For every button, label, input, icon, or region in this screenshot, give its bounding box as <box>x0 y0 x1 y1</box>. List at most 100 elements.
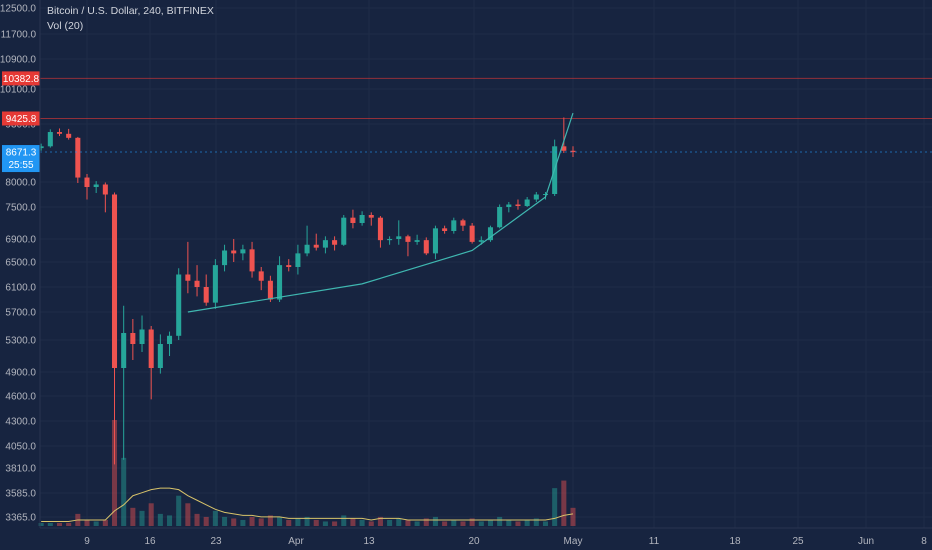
candle-body[interactable] <box>460 220 466 226</box>
parabolic-curve-drawing[interactable] <box>187 112 574 313</box>
volume-bar <box>322 521 328 526</box>
volume-bar <box>121 457 127 526</box>
candle-body[interactable] <box>542 194 549 195</box>
candle-body[interactable] <box>469 225 475 242</box>
volume-bar <box>442 521 448 526</box>
candle-body[interactable] <box>93 184 99 188</box>
candle-body[interactable] <box>47 132 53 147</box>
price-level-badge-label: 10382.8 <box>3 74 40 85</box>
candle-body[interactable] <box>350 217 356 223</box>
candle-body[interactable] <box>66 133 72 138</box>
volume-bar <box>552 488 558 526</box>
volume-bar <box>277 516 283 526</box>
volume-bar <box>506 519 512 526</box>
candle-body[interactable] <box>405 236 411 242</box>
volume-bar <box>66 522 72 526</box>
y-axis-tick-label: 6100.0 <box>5 283 36 294</box>
candle-body[interactable] <box>359 215 365 223</box>
candle-body[interactable] <box>167 335 173 344</box>
y-axis-tick-label: 3810.0 <box>5 464 36 475</box>
candle-body[interactable] <box>130 333 136 344</box>
candle-body[interactable] <box>487 227 493 241</box>
candle-body[interactable] <box>203 287 209 303</box>
y-axis-tick-label: 3365.0 <box>5 513 36 524</box>
candle-body[interactable] <box>313 244 319 248</box>
candle-body[interactable] <box>478 240 484 242</box>
candle-body[interactable] <box>304 244 310 254</box>
volume-bar <box>167 515 173 526</box>
volume-bar <box>313 519 319 526</box>
candle-body[interactable] <box>222 250 228 266</box>
candle-body[interactable] <box>423 240 429 254</box>
candle-body[interactable] <box>396 236 402 239</box>
candle-body[interactable] <box>533 194 539 200</box>
volume-bar <box>286 519 292 526</box>
x-axis-tick-label: Apr <box>288 536 304 547</box>
volume-bar <box>561 480 567 526</box>
candle-body[interactable] <box>432 228 438 254</box>
x-axis-tick-label: 18 <box>729 536 741 547</box>
volume-bar <box>148 503 154 526</box>
candle-body[interactable] <box>249 249 255 272</box>
candle-body[interactable] <box>387 239 393 241</box>
current-price-label: 8671.3 <box>6 148 37 159</box>
candle-body[interactable] <box>295 253 301 267</box>
candle-body[interactable] <box>497 207 503 228</box>
candle-body[interactable] <box>286 265 292 267</box>
volume-bar <box>497 516 503 526</box>
candle-body[interactable] <box>38 146 44 149</box>
candle-body[interactable] <box>368 215 374 218</box>
candle-body[interactable] <box>570 150 576 153</box>
candle-body[interactable] <box>341 217 347 245</box>
candle-body[interactable] <box>84 177 90 187</box>
x-axis-tick-label: 8 <box>921 536 927 547</box>
candle-body[interactable] <box>414 240 420 242</box>
y-axis-tick-label: 12500.0 <box>0 4 36 15</box>
volume-bar <box>542 521 549 526</box>
volume-bar <box>203 516 209 526</box>
candle-body[interactable] <box>212 265 218 303</box>
candle-body[interactable] <box>442 228 448 231</box>
y-axis-tick-label: 10900.0 <box>0 55 36 66</box>
candle-body[interactable] <box>267 280 273 300</box>
candle-body[interactable] <box>377 217 383 241</box>
candle-body[interactable] <box>258 271 264 281</box>
volume-bar <box>295 518 301 526</box>
candle-body[interactable] <box>451 220 457 231</box>
volume-bar <box>130 507 136 526</box>
y-axis-tick-label: 5700.0 <box>5 308 36 319</box>
candle-body[interactable] <box>111 194 118 369</box>
volume-bar <box>368 521 374 526</box>
candle-body[interactable] <box>524 199 530 207</box>
candle-body[interactable] <box>231 250 237 254</box>
candle-body[interactable] <box>75 137 81 178</box>
volume-bar <box>332 521 338 526</box>
candle-body[interactable] <box>240 249 246 254</box>
volume-bar <box>469 518 475 526</box>
candle-body[interactable] <box>561 146 567 151</box>
volume-bar <box>176 495 182 526</box>
candle-body[interactable] <box>102 184 108 195</box>
candle-body[interactable] <box>139 329 145 345</box>
candle-body[interactable] <box>185 274 191 281</box>
candle-body[interactable] <box>332 240 338 245</box>
candle-body[interactable] <box>515 204 521 207</box>
volume-bar <box>341 515 347 526</box>
volume-bar <box>387 519 393 526</box>
candle-body[interactable] <box>506 204 512 208</box>
candle-body[interactable] <box>157 344 163 368</box>
candle-body[interactable] <box>56 132 63 134</box>
candle-body[interactable] <box>277 265 283 300</box>
candle-body[interactable] <box>148 329 154 369</box>
candle-body[interactable] <box>176 274 182 336</box>
volume-bar <box>185 503 191 526</box>
x-axis-tick-label: Jun <box>858 536 874 547</box>
candle-body[interactable] <box>194 280 200 287</box>
candle-body[interactable] <box>121 333 127 368</box>
volume-indicator-label[interactable]: Vol (20) <box>47 20 84 32</box>
volume-bar <box>304 516 310 526</box>
x-axis-tick-label: 13 <box>363 536 375 547</box>
candle-body[interactable] <box>322 240 328 248</box>
